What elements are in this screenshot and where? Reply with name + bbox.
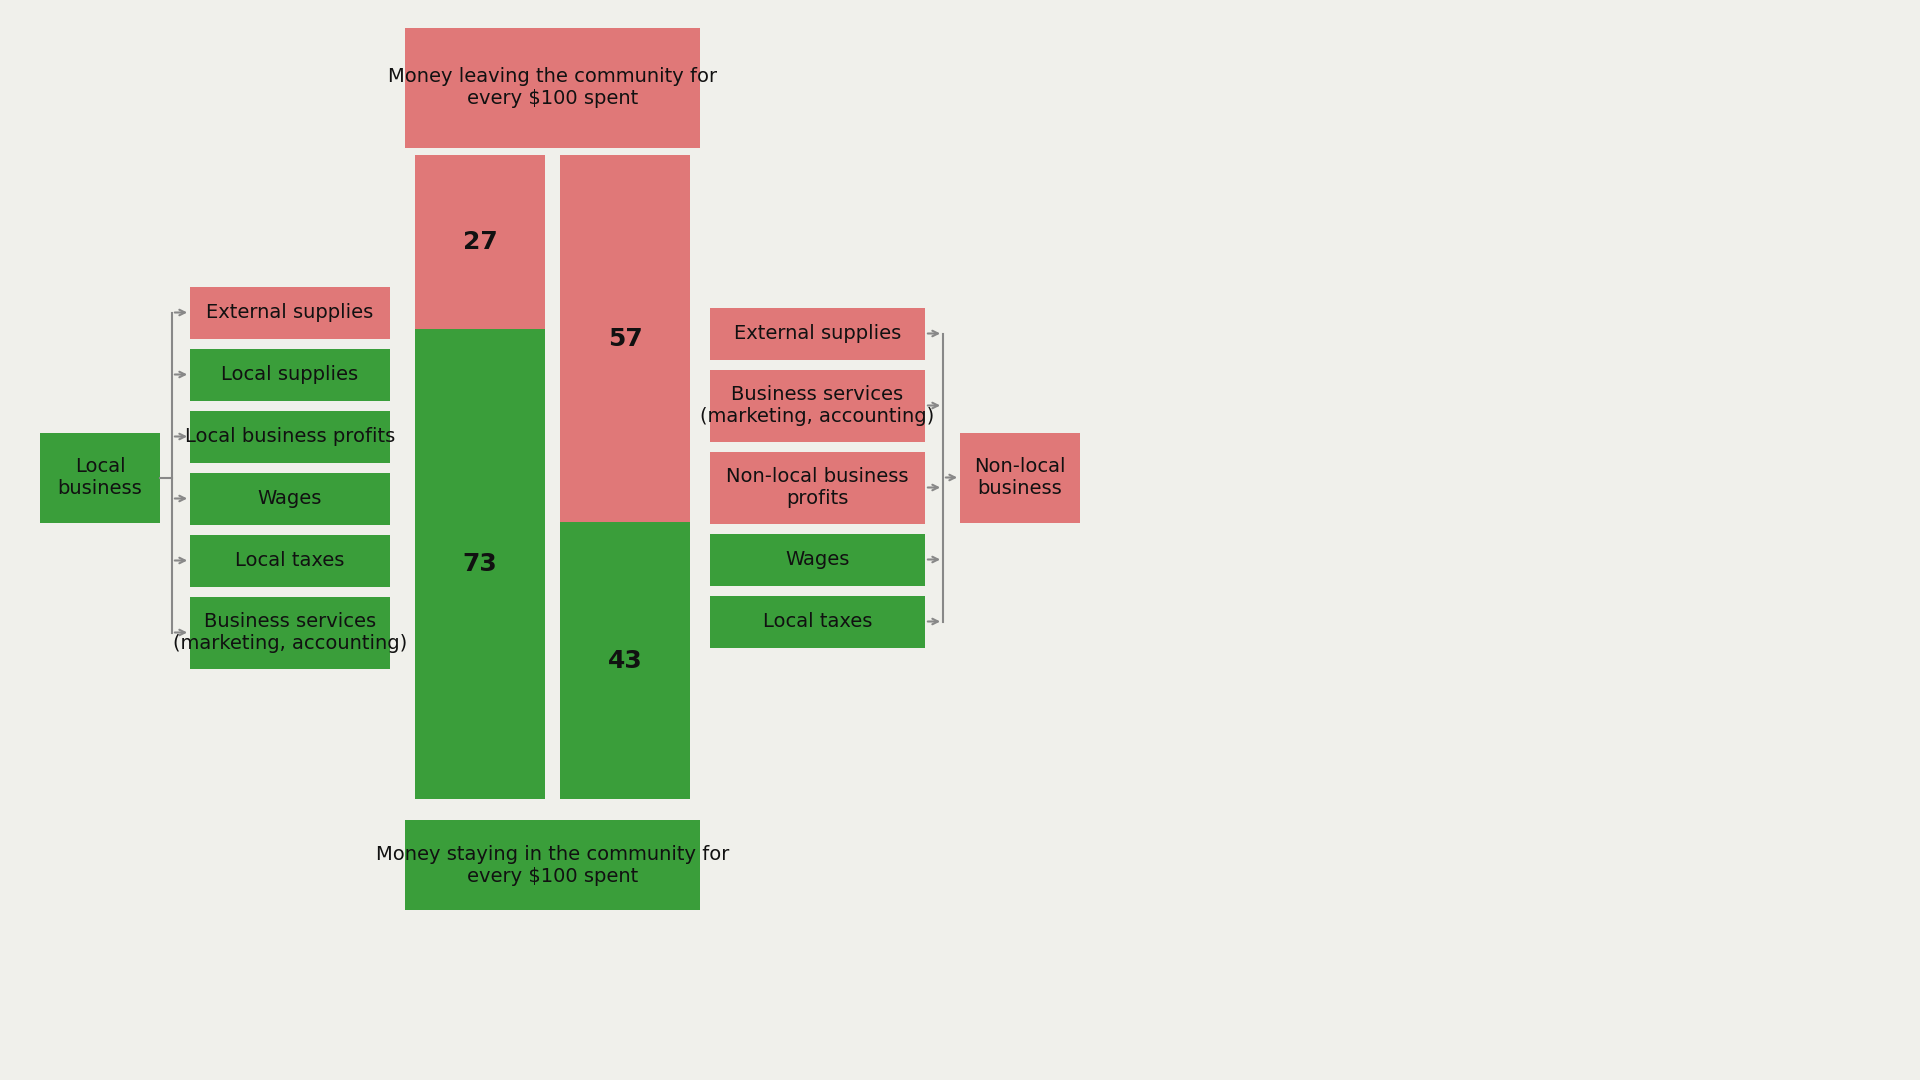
Text: External supplies: External supplies (205, 303, 374, 322)
Text: Local supplies: Local supplies (221, 365, 359, 384)
Bar (710, 369, 925, 442)
Text: Money leaving the community for
every $100 spent: Money leaving the community for every $1… (388, 67, 716, 108)
Bar (40, 432, 159, 523)
Bar (190, 286, 390, 338)
Bar (415, 329, 545, 799)
Text: Wages: Wages (785, 550, 851, 569)
Bar (710, 308, 925, 360)
Text: 27: 27 (463, 230, 497, 254)
Text: Local taxes: Local taxes (236, 551, 346, 570)
Text: Local business profits: Local business profits (184, 427, 396, 446)
Bar (710, 451, 925, 524)
Bar (190, 349, 390, 401)
Text: Business services
(marketing, accounting): Business services (marketing, accounting… (173, 612, 407, 653)
Bar (190, 535, 390, 586)
Text: Money staying in the community for
every $100 spent: Money staying in the community for every… (376, 845, 730, 886)
Text: 73: 73 (463, 552, 497, 576)
Text: External supplies: External supplies (733, 324, 900, 343)
Text: Non-local
business: Non-local business (973, 457, 1066, 498)
Bar (710, 595, 925, 648)
Bar (405, 28, 701, 148)
Bar (710, 534, 925, 585)
Text: 43: 43 (607, 648, 643, 673)
Text: Non-local business
profits: Non-local business profits (726, 467, 908, 508)
Bar (405, 820, 701, 910)
Bar (960, 432, 1079, 523)
Bar (561, 156, 689, 522)
Text: Business services
(marketing, accounting): Business services (marketing, accounting… (701, 384, 935, 426)
Text: Local taxes: Local taxes (762, 612, 872, 631)
Bar (415, 156, 545, 329)
Text: Local
business: Local business (58, 457, 142, 498)
Text: 57: 57 (607, 326, 643, 351)
Bar (190, 596, 390, 669)
Bar (561, 522, 689, 799)
Bar (190, 473, 390, 525)
Text: Wages: Wages (257, 489, 323, 508)
Bar (190, 410, 390, 462)
